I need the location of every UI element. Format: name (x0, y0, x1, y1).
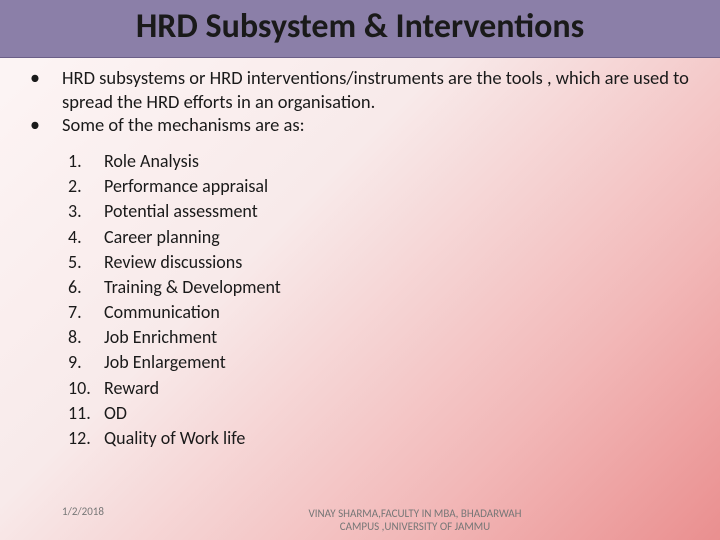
slide-content: • HRD subsystems or HRD interventions/in… (0, 58, 720, 451)
list-item: 5.Review discussions (68, 250, 690, 275)
list-item: 6.Training & Development (68, 275, 690, 300)
slide-title: HRD Subsystem & Interventions (20, 6, 700, 47)
list-item: 7.Communication (68, 300, 690, 325)
list-number: 8. (68, 325, 104, 350)
list-text: Quality of Work life (104, 426, 690, 451)
list-text: Potential assessment (104, 199, 690, 224)
list-text: Job Enrichment (104, 325, 690, 350)
list-item: 11.OD (68, 401, 690, 426)
list-number: 7. (68, 300, 104, 325)
bullet-text: HRD subsystems or HRD interventions/inst… (62, 66, 690, 113)
bullet-mark: • (30, 113, 62, 139)
list-text: Job Enlargement (104, 350, 690, 375)
list-text: Career planning (104, 225, 690, 250)
list-number: 9. (68, 350, 104, 375)
bullet-text: Some of the mechanisms are as: (62, 113, 690, 137)
list-number: 5. (68, 250, 104, 275)
list-number: 4. (68, 225, 104, 250)
list-item: 4.Career planning (68, 225, 690, 250)
list-item: 8.Job Enrichment (68, 325, 690, 350)
list-text: OD (104, 401, 690, 426)
bullet-item: • Some of the mechanisms are as: (30, 113, 690, 139)
numbered-list: 1.Role Analysis 2.Performance appraisal … (30, 149, 690, 451)
list-text: Reward (104, 376, 690, 401)
list-text: Training & Development (104, 275, 690, 300)
bullet-mark: • (30, 66, 62, 92)
list-item: 12.Quality of Work life (68, 426, 690, 451)
list-item: 9.Job Enlargement (68, 350, 690, 375)
bullet-list: • HRD subsystems or HRD interventions/in… (30, 66, 690, 139)
list-number: 2. (68, 174, 104, 199)
list-number: 3. (68, 199, 104, 224)
list-item: 2.Performance appraisal (68, 174, 690, 199)
list-number: 11. (68, 401, 104, 426)
list-number: 6. (68, 275, 104, 300)
title-bar: HRD Subsystem & Interventions (0, 0, 720, 58)
list-number: 12. (68, 426, 104, 451)
list-text: Review discussions (104, 250, 690, 275)
list-text: Performance appraisal (104, 174, 690, 199)
list-item: 3.Potential assessment (68, 199, 690, 224)
list-text: Role Analysis (104, 149, 690, 174)
list-text: Communication (104, 300, 690, 325)
list-item: 10.Reward (68, 376, 690, 401)
list-number: 10. (68, 376, 104, 401)
footer-date: 1/2/2018 (62, 505, 104, 518)
bullet-item: • HRD subsystems or HRD interventions/in… (30, 66, 690, 113)
list-number: 1. (68, 149, 104, 174)
list-item: 1.Role Analysis (68, 149, 690, 174)
footer-credit: VINAY SHARMA,FACULTY IN MBA, BHADARWAH C… (300, 507, 530, 535)
